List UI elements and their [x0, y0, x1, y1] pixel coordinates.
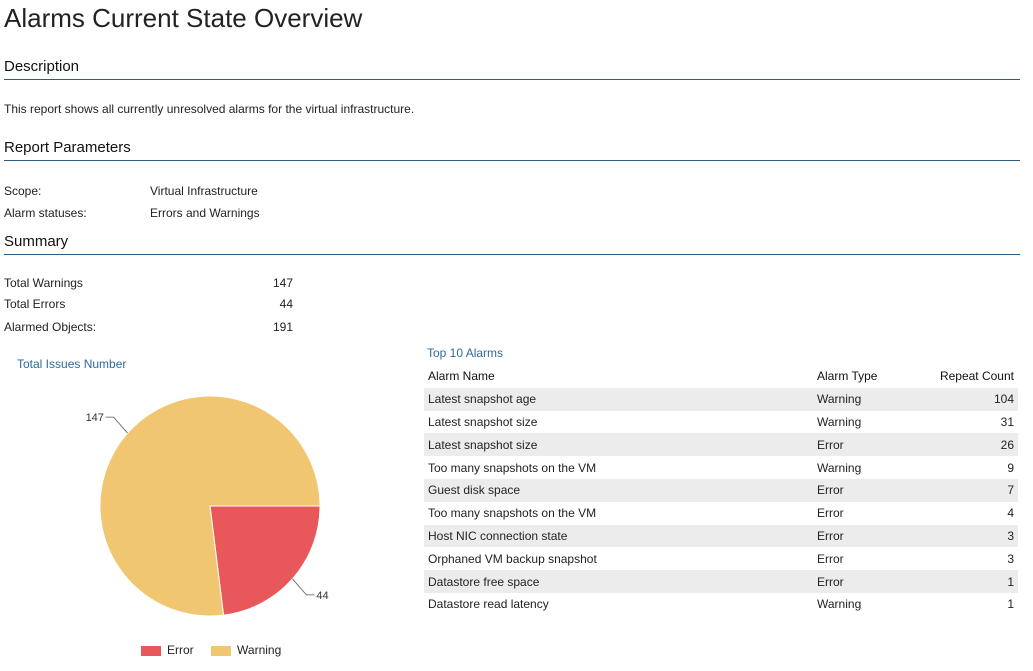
cell-repeat-count: 4: [1007, 506, 1014, 521]
top-alarms-title: Top 10 Alarms: [427, 346, 504, 360]
table-row: Latest snapshot age Warning 104: [424, 387, 1018, 411]
cell-alarm-type: Error: [813, 478, 925, 502]
summary-divider: [4, 254, 1020, 255]
cell-alarm-type: Error: [813, 524, 925, 548]
cell-alarm-name: Too many snapshots on the VM: [428, 506, 597, 521]
cell-alarm-name: Latest snapshot size: [424, 433, 813, 457]
table-row: Too many snapshots on the VM Error 4: [424, 502, 1018, 525]
description-text: This report shows all currently unresolv…: [4, 102, 415, 116]
table-row: Latest snapshot size Warning 31: [424, 411, 1018, 434]
summary-warnings-label: Total Warnings: [4, 276, 83, 290]
total-issues-pie-chart: 147 44: [86, 395, 329, 617]
cell-alarm-name: Datastore free space: [424, 570, 813, 593]
cell-alarm-type: Error: [813, 570, 925, 593]
data-label-error: 44: [316, 590, 328, 602]
cell-alarm-name: Latest snapshot age: [424, 387, 813, 411]
summary-objects-label: Alarmed Objects:: [4, 320, 97, 334]
summary-errors-label: Total Errors: [4, 297, 66, 311]
table-header-row: Alarm Name Alarm Type Repeat Count: [424, 365, 1018, 388]
cell-repeat-count: 9: [1007, 460, 1014, 475]
chart-legend: Error Warning: [141, 643, 281, 657]
cell-repeat-count: 31: [1000, 414, 1014, 429]
table-row: Datastore read latency Warning 1: [424, 593, 1018, 616]
table-row: Datastore free space Error 1: [424, 570, 1018, 593]
summary-warnings-value: 147: [272, 276, 293, 290]
legend-swatch-error: [141, 645, 161, 656]
table-row: Host NIC connection state Error 3: [424, 524, 1018, 548]
column-header-alarm-type: Alarm Type: [817, 369, 878, 384]
cell-alarm-type: Error: [817, 506, 844, 521]
param-statuses-value: Errors and Warnings: [150, 206, 260, 220]
cell-alarm-name: Too many snapshots on the VM: [428, 460, 597, 475]
cell-repeat-count: 26: [925, 433, 1018, 457]
page-title: Alarms Current State Overview: [4, 3, 363, 33]
top-alarms-table: Alarm Name Alarm Type Repeat Count Lates…: [424, 365, 1018, 616]
cell-alarm-name: Guest disk space: [424, 478, 813, 502]
table-row: Too many snapshots on the VM Warning 9: [424, 456, 1018, 479]
legend-item-warning: Warning: [211, 643, 281, 657]
cell-alarm-name: Latest snapshot size: [428, 414, 538, 429]
table-row: Orphaned VM backup snapshot Error 3: [424, 547, 1018, 570]
table-row: Guest disk space Error 7: [424, 478, 1018, 502]
cell-alarm-type: Error: [817, 551, 844, 566]
cell-alarm-name: Host NIC connection state: [424, 524, 813, 548]
param-scope-label: Scope:: [4, 184, 42, 198]
pie-slice-warning: [99, 395, 321, 617]
chart-title: Total Issues Number: [17, 357, 127, 371]
legend-label-warning: Warning: [237, 643, 282, 657]
param-statuses-label: Alarm statuses:: [4, 206, 87, 220]
leader-line-warning: [105, 416, 128, 434]
pie-slice-error: [209, 505, 321, 616]
cell-alarm-type: Warning: [817, 414, 862, 429]
cell-alarm-type: Warning: [817, 460, 862, 475]
cell-repeat-count: 3: [1007, 551, 1014, 566]
leader-line-error: [292, 578, 315, 596]
cell-alarm-name: Orphaned VM backup snapshot: [428, 551, 597, 566]
summary-heading: Summary: [4, 233, 69, 250]
parameters-heading: Report Parameters: [4, 139, 131, 156]
parameters-divider: [4, 160, 1020, 161]
description-heading: Description: [4, 58, 80, 75]
legend-item-error: Error: [141, 643, 197, 657]
cell-repeat-count: 3: [925, 524, 1018, 548]
cell-repeat-count: 1: [1007, 597, 1014, 612]
table-row: Latest snapshot size Error 26: [424, 433, 1018, 457]
param-scope-value: Virtual Infrastructure: [150, 184, 258, 198]
summary-errors-value: 44: [279, 297, 293, 311]
legend-swatch-warning: [211, 645, 232, 656]
data-label-warning: 147: [86, 412, 104, 424]
legend-label-error: Error: [167, 643, 194, 657]
cell-alarm-type: Warning: [817, 597, 862, 612]
cell-repeat-count: 104: [925, 387, 1018, 411]
description-divider: [4, 79, 1020, 80]
column-header-repeat-count: Repeat Count: [939, 369, 1014, 384]
cell-alarm-name: Datastore read latency: [428, 597, 549, 612]
cell-repeat-count: 1: [925, 570, 1018, 593]
cell-alarm-type: Error: [813, 433, 925, 457]
cell-repeat-count: 7: [925, 478, 1018, 502]
summary-objects-value: 191: [272, 320, 293, 334]
column-header-alarm-name: Alarm Name: [428, 369, 495, 384]
cell-alarm-type: Warning: [813, 387, 925, 411]
